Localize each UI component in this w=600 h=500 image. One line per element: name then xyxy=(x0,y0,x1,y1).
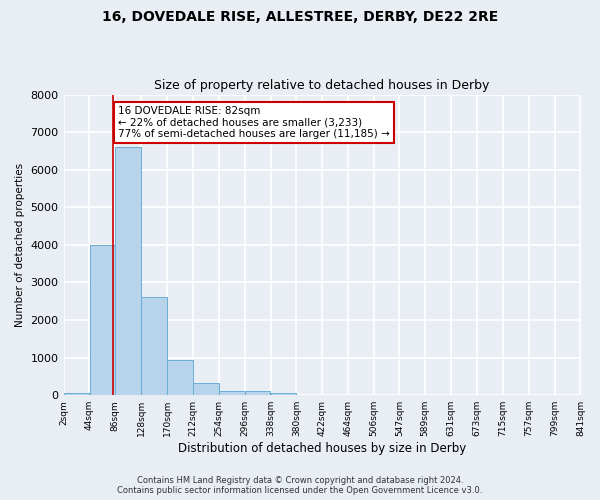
X-axis label: Distribution of detached houses by size in Derby: Distribution of detached houses by size … xyxy=(178,442,466,455)
Text: Contains HM Land Registry data © Crown copyright and database right 2024.
Contai: Contains HM Land Registry data © Crown c… xyxy=(118,476,482,495)
Bar xyxy=(167,360,193,395)
Bar xyxy=(64,393,89,395)
Bar xyxy=(89,245,115,395)
Bar xyxy=(245,391,271,395)
Text: 16, DOVEDALE RISE, ALLESTREE, DERBY, DE22 2RE: 16, DOVEDALE RISE, ALLESTREE, DERBY, DE2… xyxy=(102,10,498,24)
Bar xyxy=(115,147,141,395)
Bar xyxy=(193,383,218,395)
Title: Size of property relative to detached houses in Derby: Size of property relative to detached ho… xyxy=(154,79,490,92)
Bar xyxy=(219,390,245,395)
Bar xyxy=(271,393,296,395)
Text: 16 DOVEDALE RISE: 82sqm
← 22% of detached houses are smaller (3,233)
77% of semi: 16 DOVEDALE RISE: 82sqm ← 22% of detache… xyxy=(118,106,389,139)
Bar xyxy=(142,298,167,395)
Y-axis label: Number of detached properties: Number of detached properties xyxy=(15,163,25,327)
